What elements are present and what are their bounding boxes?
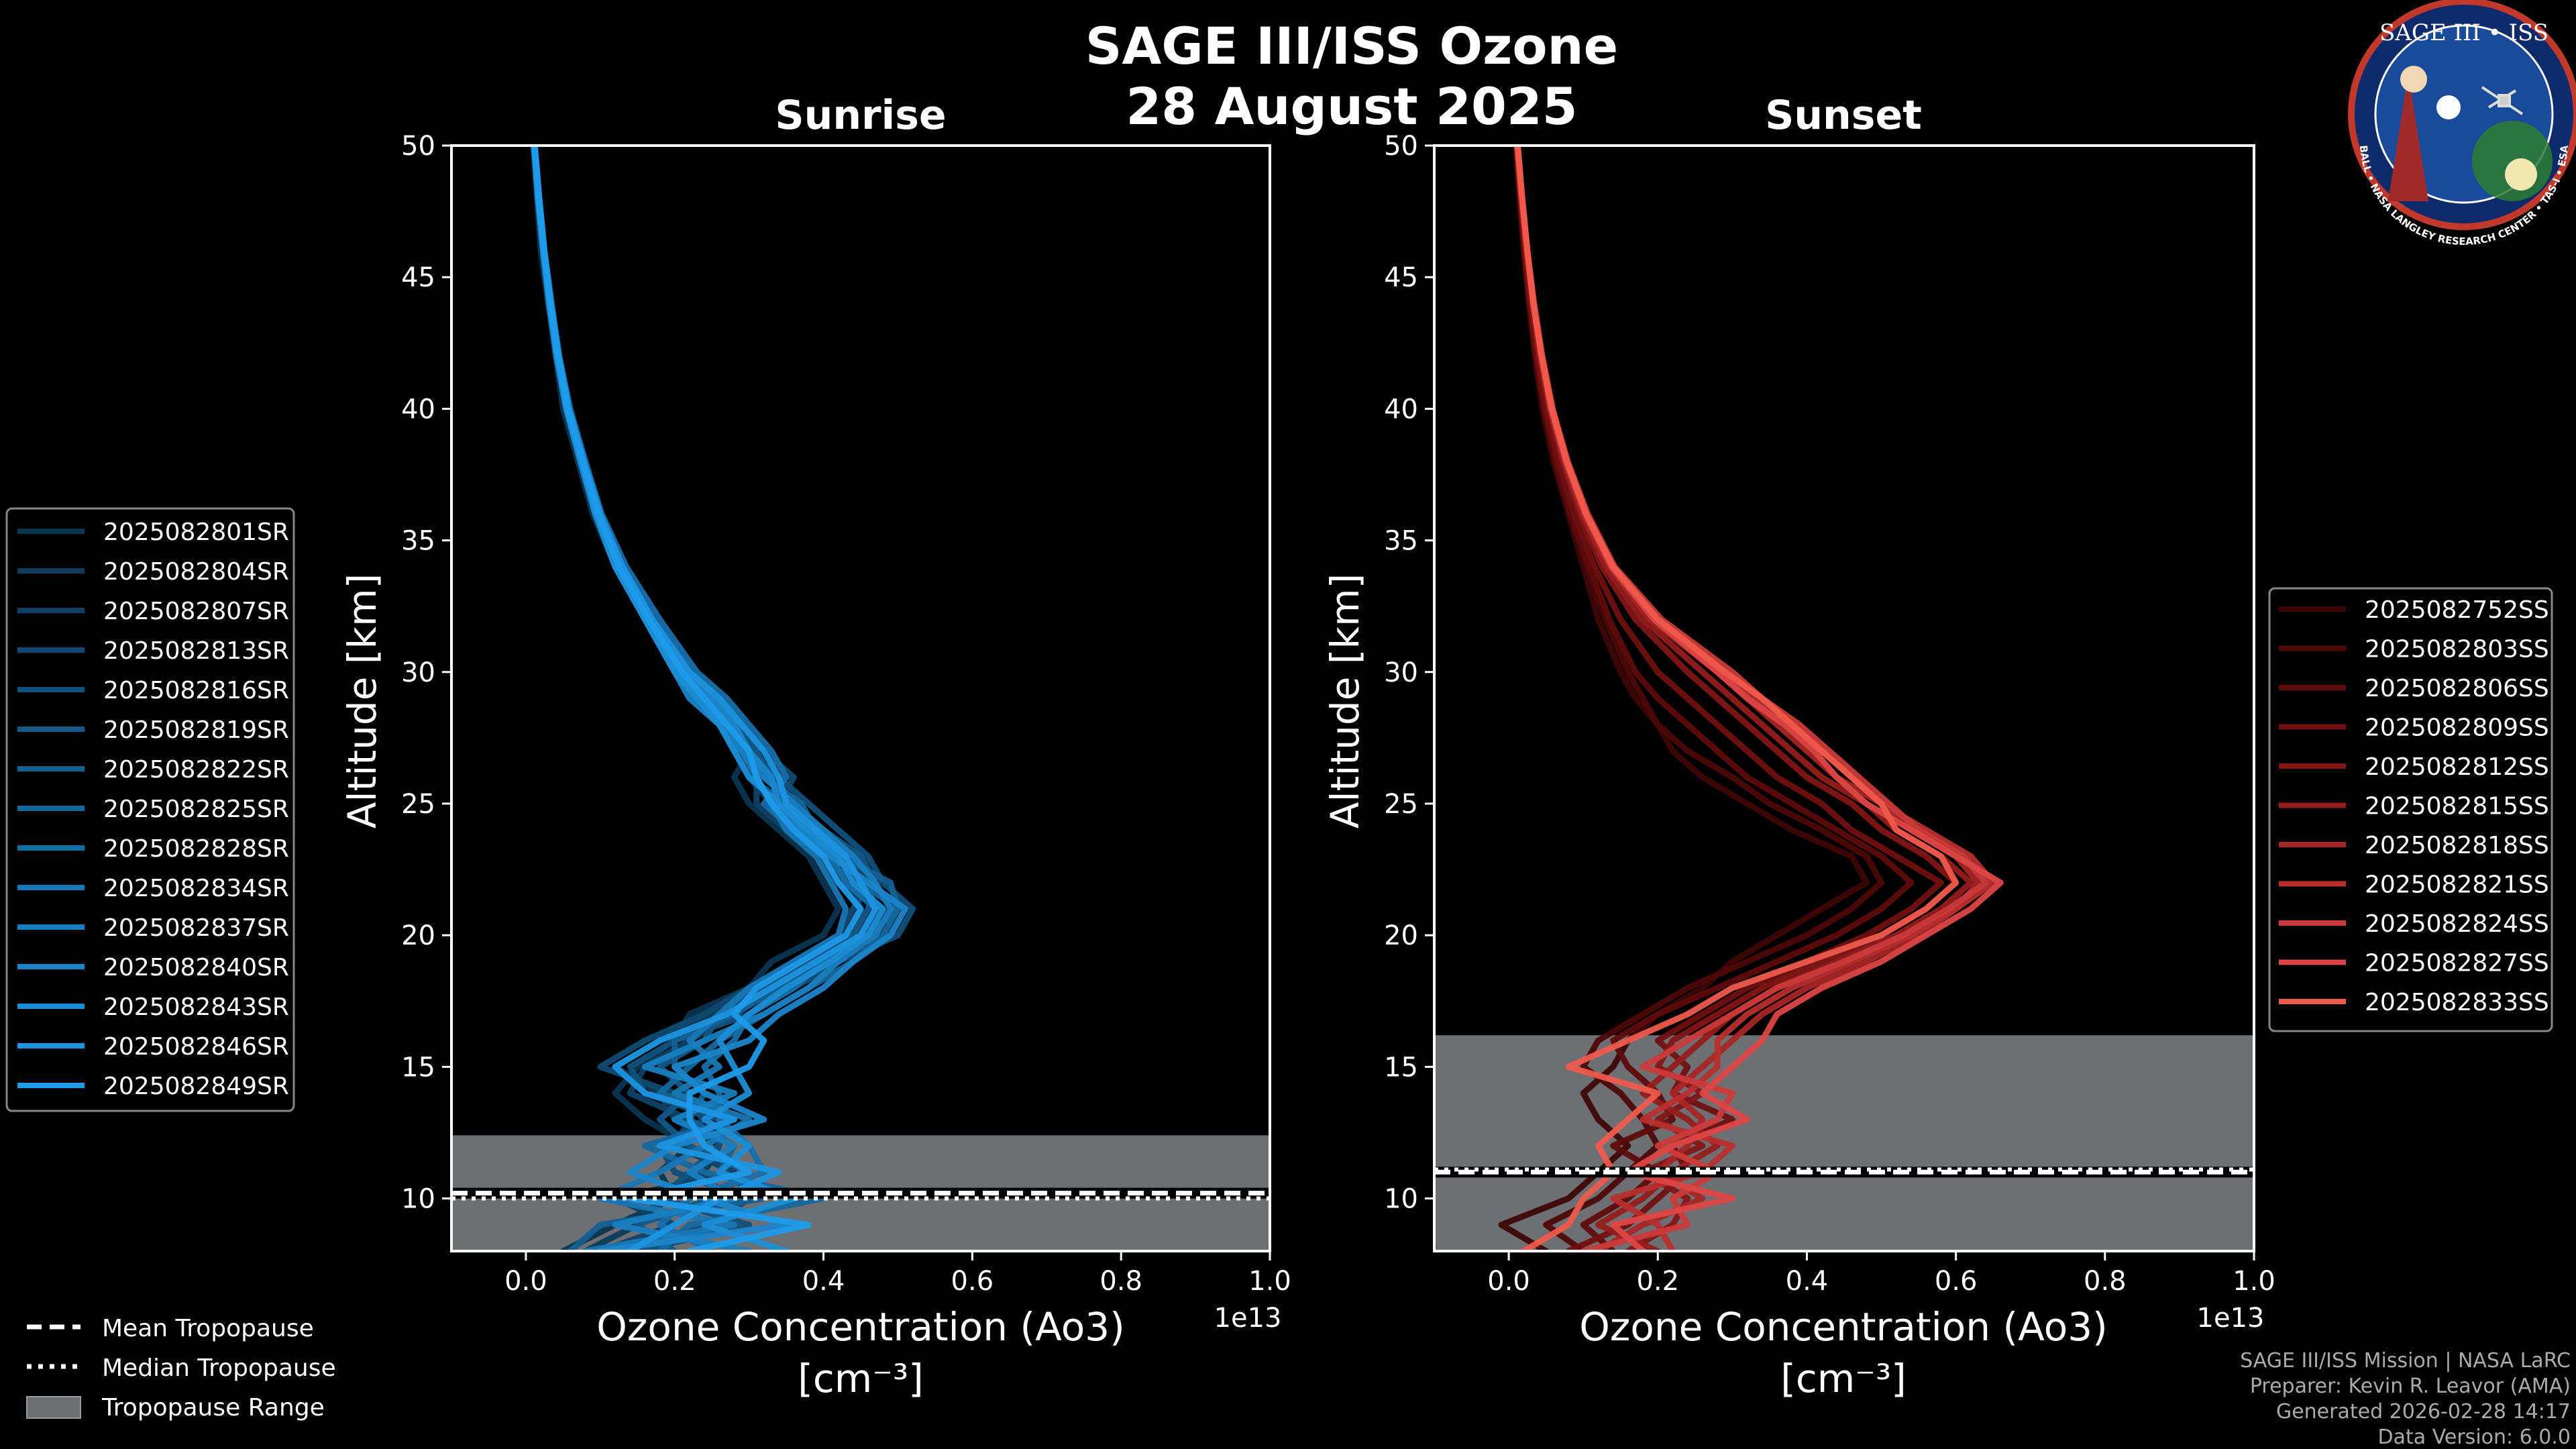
sunset-xtick-label: 1.0 bbox=[2233, 1266, 2275, 1297]
sunrise-legend-entry: 2025082822SR bbox=[103, 756, 289, 784]
sunset-ylabel: Altitude [km] bbox=[1322, 574, 1368, 828]
sunrise-xlabel: Ozone Concentration (Ao3) bbox=[596, 1304, 1125, 1350]
sunset-ytick-label: 40 bbox=[1384, 394, 1418, 425]
sunset-xtick-label: 0.2 bbox=[1636, 1266, 1679, 1297]
sunset-legend-entry: 2025082812SS bbox=[2365, 753, 2549, 781]
tropopause-range-swatch bbox=[26, 1396, 81, 1419]
sunset-ytick-label: 20 bbox=[1384, 920, 1418, 951]
figure-subtitle-date: 28 August 2025 bbox=[1126, 76, 1577, 136]
sunrise-legend: 2025082801SR 2025082804SR 2025082807SR 2025… bbox=[5, 507, 295, 1112]
sunset-legend-entry: 2025082806SS bbox=[2365, 675, 2549, 702]
logo-sun-icon bbox=[2505, 158, 2537, 191]
tropopause-range-label: Tropopause Range bbox=[101, 1394, 325, 1421]
sunrise-xtick-label: 0.0 bbox=[504, 1266, 547, 1297]
sunrise-legend-entry: 2025082813SR bbox=[103, 637, 289, 665]
sunset-legend-entry: 2025082827SS bbox=[2365, 950, 2549, 977]
sunset-xtick-label: 0.8 bbox=[2084, 1266, 2127, 1297]
footer-data-version: Data Version: 6.0.0 bbox=[2378, 1426, 2571, 1449]
sunset-ytick-label: 45 bbox=[1384, 262, 1418, 293]
sunset-legend-entry: 2025082809SS bbox=[2365, 714, 2549, 742]
sunrise-legend-entry: 2025082816SR bbox=[103, 677, 289, 704]
sunrise-ytick-label: 15 bbox=[401, 1052, 435, 1083]
logo-title: SAGE III • ISS bbox=[2379, 19, 2548, 46]
sunrise-xtick-label: 0.6 bbox=[951, 1266, 994, 1297]
sunrise-ytick-label: 10 bbox=[401, 1184, 435, 1215]
sunset-ytick-label: 50 bbox=[1384, 131, 1418, 162]
sunset-ytick-label: 25 bbox=[1384, 789, 1418, 820]
sunrise-ytick-label: 25 bbox=[401, 789, 435, 820]
tropopause-legend: Mean Tropopause Median Tropopause Tropop… bbox=[26, 1315, 336, 1421]
sunrise-ytick-label: 40 bbox=[401, 394, 435, 425]
sunset-series-2025082833SS bbox=[1514, 146, 1960, 1251]
sunrise-ytick-label: 30 bbox=[401, 657, 435, 688]
sunset-xlabel: Ozone Concentration (Ao3) bbox=[1579, 1304, 2108, 1350]
sunset-ytick-label: 35 bbox=[1384, 526, 1418, 557]
figure-title: SAGE III/ISS Ozone bbox=[1085, 16, 1618, 76]
sunrise-legend-entry: 2025082804SR bbox=[103, 558, 289, 586]
sunrise-legend-entry: 2025082849SR bbox=[103, 1073, 289, 1100]
sunrise-ytick-label: 20 bbox=[401, 920, 435, 951]
sunrise-ylabel: Altitude [km] bbox=[339, 574, 385, 828]
sunset-xtick-label: 0.0 bbox=[1487, 1266, 1530, 1297]
sunrise-legend-entry: 2025082834SR bbox=[103, 875, 289, 902]
mean-tropopause-label: Mean Tropopause bbox=[102, 1315, 314, 1342]
sunrise-legend-entry: 2025082846SR bbox=[103, 1033, 289, 1061]
logo-moon-icon bbox=[2436, 95, 2461, 119]
sunrise-xtick-label: 0.4 bbox=[802, 1266, 845, 1297]
sunrise-ytick-label: 35 bbox=[401, 526, 435, 557]
sunset-legend-entry: 2025082803SS bbox=[2365, 636, 2549, 663]
sunrise-xlabel-units: [cm⁻³] bbox=[798, 1356, 924, 1401]
sunrise-xtick-label: 1.0 bbox=[1248, 1266, 1291, 1297]
sunrise-legend-entry: 2025082837SR bbox=[103, 914, 289, 942]
footer-preparer: Preparer: Kevin R. Leavor (AMA) bbox=[2250, 1375, 2571, 1398]
sunrise-xtick-label: 0.8 bbox=[1099, 1266, 1142, 1297]
sunrise-legend-entry: 2025082828SR bbox=[103, 835, 289, 863]
sunset-axes-frame bbox=[1433, 144, 2255, 1252]
sunrise-series-2025082849SR bbox=[531, 146, 864, 1251]
footer-credits: SAGE III/ISS Mission | NASA LaRC Prepare… bbox=[2240, 1349, 2571, 1449]
sunrise-legend-entry: 2025082801SR bbox=[103, 519, 289, 546]
sunrise-legend-entry: 2025082843SR bbox=[103, 994, 289, 1021]
median-tropopause-label: Median Tropopause bbox=[102, 1354, 336, 1382]
sunrise-ytick-label: 50 bbox=[401, 131, 435, 162]
sunrise-legend-entry: 2025082819SR bbox=[103, 716, 289, 744]
sunset-ytick-label: 30 bbox=[1384, 657, 1418, 688]
sunrise-legend-entry: 2025082840SR bbox=[103, 954, 289, 981]
logo-robed-figure-icon bbox=[2388, 74, 2428, 201]
sunrise-title: Sunrise bbox=[775, 92, 946, 139]
sunrise-legend-frame bbox=[5, 507, 295, 1112]
sunset-series-2025082809SS bbox=[1513, 146, 1944, 1251]
sunset-plot: 0.0 0.2 0.4 0.6 0.8 1.0 10 15 20 25 30 35 40 45 50 bbox=[1384, 131, 2275, 1297]
sunset-legend-entry: 2025082821SS bbox=[2365, 871, 2549, 899]
sunset-legend-entry: 2025082815SS bbox=[2365, 793, 2549, 820]
sunrise-xtick-label: 0.2 bbox=[653, 1266, 696, 1297]
footer-mission: SAGE III/ISS Mission | NASA LaRC bbox=[2240, 1349, 2571, 1373]
sunrise-legend-entry: 2025082807SR bbox=[103, 598, 289, 625]
sunset-x-offset-label: 1e13 bbox=[2197, 1303, 2265, 1334]
sunset-legend-entry: 2025082818SS bbox=[2365, 832, 2549, 859]
sunset-legend-entry: 2025082833SS bbox=[2365, 989, 2549, 1016]
sunset-legend-entry: 2025082752SS bbox=[2365, 596, 2549, 624]
sunrise-plot: 0.0 0.2 0.4 0.6 0.8 1.0 10 15 20 25 30 35 40 45 50 bbox=[401, 131, 1291, 1297]
sunset-xtick-label: 0.6 bbox=[1935, 1266, 1978, 1297]
sunset-xtick-label: 0.4 bbox=[1786, 1266, 1829, 1297]
sunset-ytick-label: 10 bbox=[1384, 1184, 1418, 1215]
sunset-legend-entry: 2025082824SS bbox=[2365, 910, 2549, 938]
sunset-legend: 2025082752SS 2025082803SS 2025082806SS 2025… bbox=[2268, 587, 2553, 1032]
logo-figure-head-icon bbox=[2400, 66, 2427, 93]
sage-mission-logo: SAGE III • ISS BALL • NASA LANGLEY RESEA… bbox=[2348, 0, 2576, 248]
sunrise-ytick-label: 45 bbox=[401, 262, 435, 293]
sunrise-x-offset-label: 1e13 bbox=[1214, 1303, 1282, 1334]
sunset-ytick-label: 15 bbox=[1384, 1052, 1418, 1083]
sunset-title: Sunset bbox=[1765, 92, 1922, 139]
sunset-xlabel-units: [cm⁻³] bbox=[1780, 1356, 1907, 1401]
sunrise-legend-entry: 2025082825SR bbox=[103, 796, 289, 823]
logo-iss-icon bbox=[2481, 86, 2524, 115]
sunrise-axes-frame bbox=[450, 144, 1271, 1252]
footer-generated: Generated 2026-02-28 14:17 bbox=[2276, 1400, 2571, 1424]
